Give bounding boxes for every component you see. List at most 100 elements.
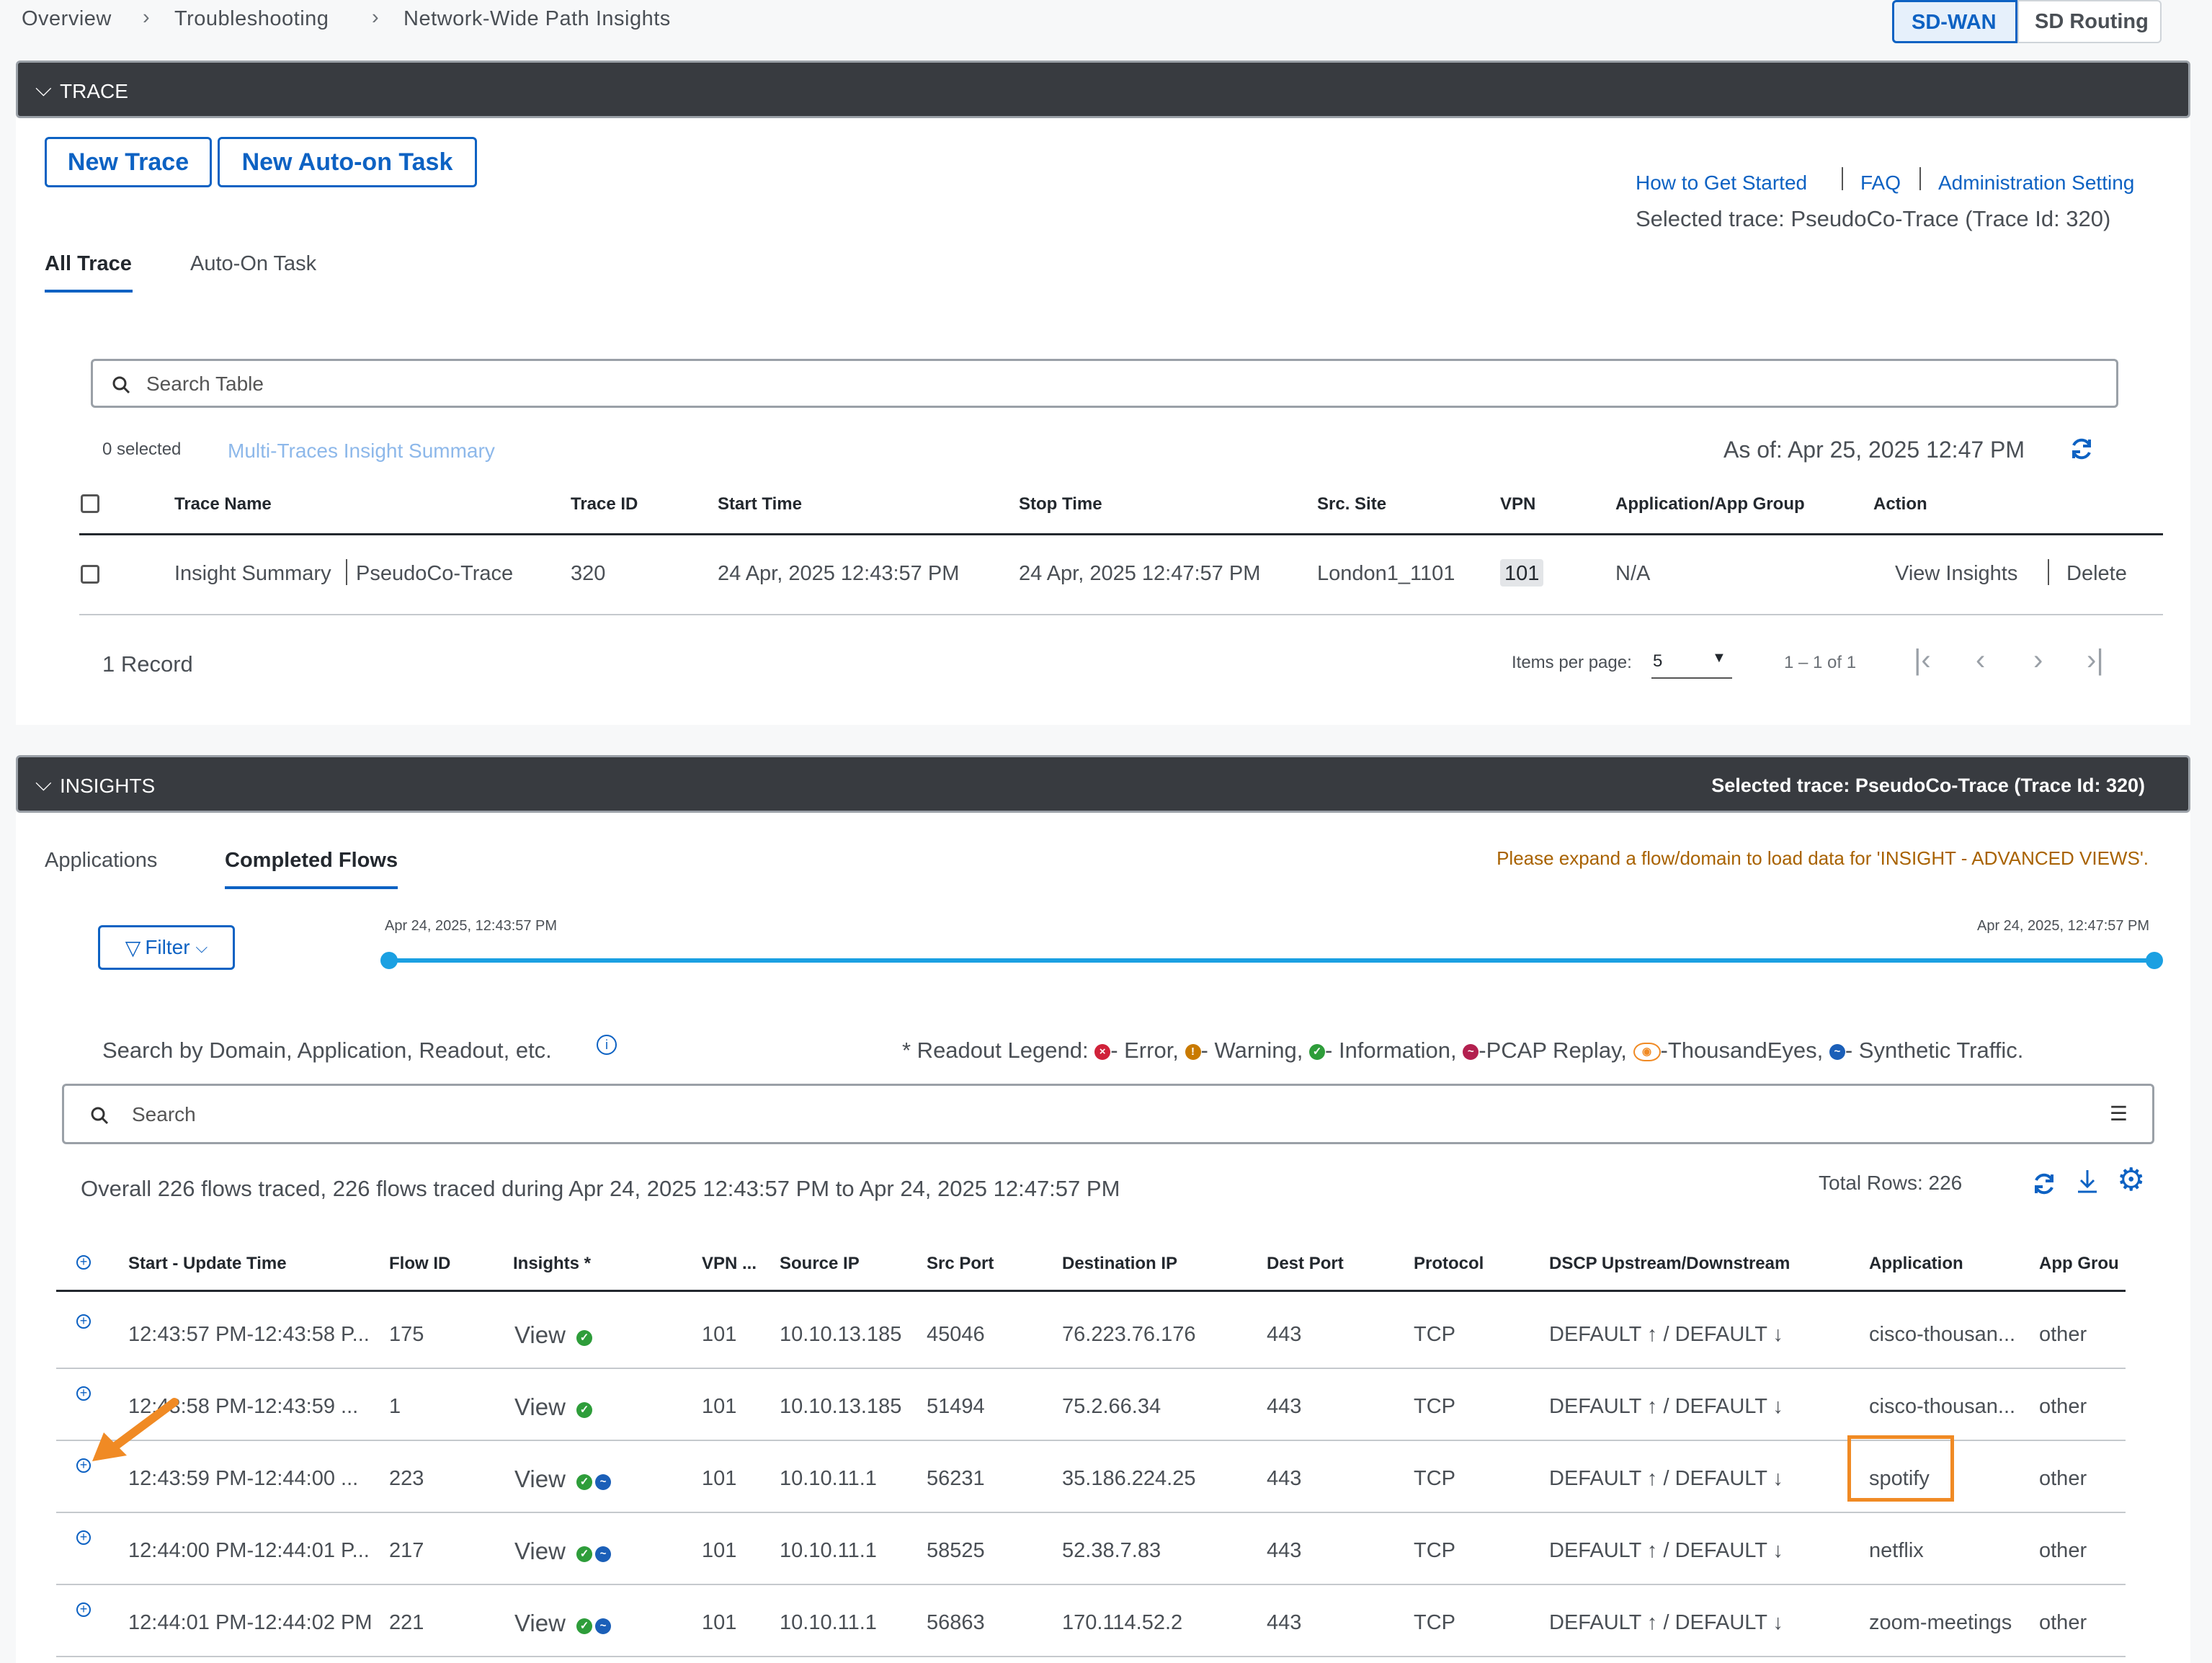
col-app-group[interactable]: App Grou	[2039, 1254, 2119, 1273]
col-destination-ip[interactable]: Destination IP	[1062, 1254, 1178, 1273]
synthetic-traffic-icon: ~	[595, 1546, 611, 1562]
protocol-value: TCP	[1414, 1611, 1455, 1634]
col-application[interactable]: Application	[1869, 1254, 1963, 1273]
application-value: cisco-thousan...	[1869, 1395, 2016, 1418]
row-divider	[56, 1584, 2126, 1585]
start-update-time-value: 12:44:00 PM-12:44:01 P...	[128, 1539, 370, 1562]
new-auto-task-button[interactable]: New Auto-on Task	[218, 137, 477, 187]
col-dscp[interactable]: DSCP Upstream/Downstream	[1549, 1254, 1790, 1273]
tab-all-trace[interactable]: All Trace	[45, 252, 132, 275]
protocol-value: TCP	[1414, 1539, 1455, 1562]
destination-ip-value: 76.223.76.176	[1062, 1323, 1196, 1346]
download-icon[interactable]	[2075, 1167, 2100, 1196]
filter-button[interactable]: ▽ Filter ⌵	[98, 925, 235, 970]
view-insights-link[interactable]: View Insights	[1895, 562, 2018, 585]
sliders-icon[interactable]: ☰	[2109, 1102, 2128, 1125]
legend-pcap: -PCAP Replay,	[1479, 1038, 1627, 1063]
view-insights-link[interactable]: View	[514, 1394, 566, 1420]
refresh-icon[interactable]	[2030, 1170, 2058, 1198]
col-vpn[interactable]: VPN ...	[702, 1254, 757, 1273]
col-start-time[interactable]: Start Time	[718, 494, 802, 514]
highlight-box	[1847, 1435, 1954, 1502]
application-value[interactable]: N/A	[1615, 562, 1651, 585]
divider	[346, 559, 347, 585]
divider	[2048, 559, 2049, 585]
timeline-end-handle[interactable]	[2146, 952, 2163, 969]
flow-id-value: 223	[389, 1467, 424, 1490]
expand-row-icon[interactable]: +	[76, 1314, 91, 1329]
new-trace-button[interactable]: New Trace	[45, 137, 212, 187]
view-insights-link[interactable]: View	[514, 1321, 566, 1348]
tab-applications[interactable]: Applications	[45, 849, 158, 872]
row-divider	[56, 1656, 2126, 1657]
start-update-time-value: 12:43:57 PM-12:43:58 P...	[128, 1323, 370, 1346]
search-placeholder: Search	[132, 1103, 196, 1125]
expand-row-icon[interactable]: +	[76, 1602, 91, 1617]
col-flow-id[interactable]: Flow ID	[389, 1254, 451, 1273]
app-group-value: other	[2039, 1539, 2087, 1562]
trace-search-input[interactable]: Search Table	[91, 359, 2118, 408]
dest-port-value: 443	[1267, 1467, 1302, 1490]
refresh-icon[interactable]	[2068, 435, 2095, 463]
trace-panel	[16, 118, 2190, 725]
col-vpn[interactable]: VPN	[1500, 494, 1536, 514]
row-checkbox[interactable]	[81, 565, 99, 584]
flows-summary: Overall 226 flows traced, 226 flows trac…	[81, 1176, 1120, 1201]
col-trace-id[interactable]: Trace ID	[571, 494, 638, 514]
col-application[interactable]: Application/App Group	[1615, 494, 1805, 514]
chevron-right-icon: ›	[143, 6, 150, 29]
start-update-time-value: 12:43:59 PM-12:44:00 ...	[128, 1467, 359, 1490]
how-to-get-started-link[interactable]: How to Get Started	[1636, 171, 1808, 194]
insight-summary-link[interactable]: Insight Summary	[174, 562, 331, 585]
expand-row-icon[interactable]: +	[76, 1530, 91, 1545]
col-src-port[interactable]: Src Port	[927, 1254, 994, 1273]
col-dest-port[interactable]: Dest Port	[1267, 1254, 1344, 1273]
info-icon[interactable]: i	[597, 1035, 617, 1055]
search-hint: Search by Domain, Application, Readout, …	[102, 1038, 552, 1063]
items-per-page-select[interactable]: 5 ▼	[1651, 648, 1732, 679]
prev-page-icon[interactable]: ‹	[1976, 644, 1986, 676]
synthetic-traffic-icon: ~	[1829, 1043, 1845, 1060]
sd-wan-toggle[interactable]: SD-WAN	[1892, 0, 2017, 43]
col-trace-name[interactable]: Trace Name	[174, 494, 272, 514]
legend-information: - Information,	[1325, 1038, 1457, 1063]
multi-traces-summary-link[interactable]: Multi-Traces Insight Summary	[228, 440, 495, 462]
view-insights-link[interactable]: View	[514, 1538, 566, 1564]
trace-name-link[interactable]: PseudoCo-Trace	[356, 562, 514, 585]
view-insights-link[interactable]: View	[514, 1466, 566, 1492]
last-page-icon[interactable]: ›|	[2087, 644, 2104, 676]
timeline-start-handle[interactable]	[380, 952, 398, 969]
timeline-end: Apr 24, 2025, 12:47:57 PM	[1977, 918, 2150, 934]
breadcrumb-troubleshooting[interactable]: Troubleshooting	[174, 7, 329, 30]
col-stop-time[interactable]: Stop Time	[1019, 494, 1102, 514]
next-page-icon[interactable]: ›	[2033, 644, 2043, 676]
faq-link[interactable]: FAQ	[1860, 171, 1901, 194]
warning-icon: !	[1185, 1043, 1201, 1060]
pcap-replay-icon: ~	[1463, 1043, 1479, 1060]
expand-row-icon[interactable]: +	[76, 1458, 91, 1473]
col-protocol[interactable]: Protocol	[1414, 1254, 1484, 1273]
tab-auto-on-task[interactable]: Auto-On Task	[190, 252, 317, 275]
flows-search-input[interactable]: Search ☰	[62, 1084, 2154, 1144]
tab-completed-flows[interactable]: Completed Flows	[225, 849, 398, 872]
administration-setting-link[interactable]: Administration Setting	[1938, 171, 2135, 194]
col-start-update-time[interactable]: Start - Update Time	[128, 1254, 287, 1273]
view-insights-link[interactable]: View	[514, 1610, 566, 1636]
first-page-icon[interactable]: |‹	[1914, 644, 1931, 676]
expand-row-icon[interactable]: +	[76, 1386, 91, 1401]
gear-icon[interactable]: ⚙	[2117, 1162, 2146, 1198]
source-ip-value: 10.10.13.185	[780, 1395, 902, 1418]
col-insights[interactable]: Insights *	[513, 1254, 592, 1273]
col-src-site[interactable]: Src. Site	[1317, 494, 1387, 514]
src-site-link[interactable]: London1_1101	[1317, 562, 1455, 585]
sd-routing-toggle[interactable]: SD Routing	[2017, 0, 2162, 43]
col-source-ip[interactable]: Source IP	[780, 1254, 860, 1273]
breadcrumb-overview[interactable]: Overview	[22, 7, 112, 30]
select-all-checkbox[interactable]	[81, 494, 99, 513]
destination-ip-value: 170.114.52.2	[1062, 1611, 1183, 1634]
trace-id-value: 320	[571, 562, 606, 585]
delete-link[interactable]: Delete	[2066, 562, 2127, 585]
expand-all-icon[interactable]: +	[76, 1255, 91, 1270]
insights-section-header[interactable]: ⌵ INSIGHTS Selected trace: PseudoCo-Trac…	[16, 755, 2190, 813]
trace-section-header[interactable]: ⌵ TRACE	[16, 61, 2190, 118]
